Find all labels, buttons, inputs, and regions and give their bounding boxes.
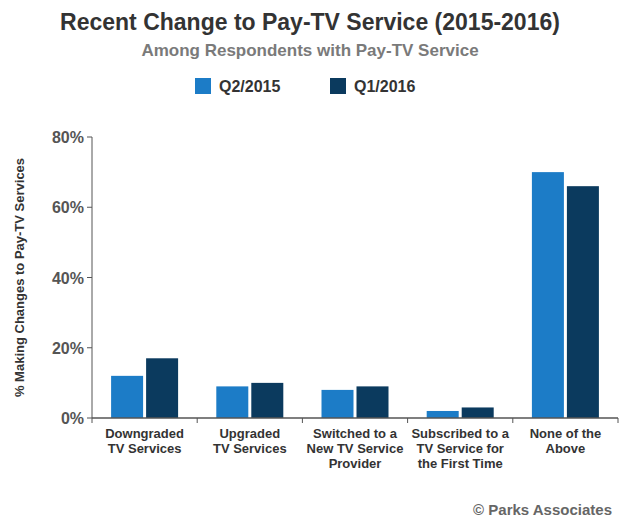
- chart: Recent Change to Pay-TV Service (2015-20…: [0, 0, 620, 525]
- x-tick-label-line: Above: [546, 441, 586, 456]
- x-tick-label-line: None of the: [530, 426, 602, 441]
- x-tick-label-line: Provider: [329, 456, 382, 471]
- y-tick-label: 60%: [52, 199, 84, 216]
- bar: [462, 407, 494, 418]
- x-tick-label-line: TV Services: [213, 441, 287, 456]
- legend-label: Q1/2016: [354, 78, 415, 95]
- legend-swatch: [195, 78, 211, 94]
- title: Recent Change to Pay-TV Service (2015-20…: [60, 9, 560, 35]
- y-tick: [87, 137, 92, 138]
- x-tick: [92, 418, 93, 423]
- y-tick-label: 20%: [52, 340, 84, 357]
- y-tick-label: 80%: [52, 129, 84, 146]
- y-tick-label: 0%: [61, 410, 84, 427]
- legend-label: Q2/2015: [219, 78, 280, 95]
- bar: [216, 386, 248, 418]
- x-tick-label: Subscribed to aTV Service forthe First T…: [411, 426, 509, 471]
- y-tick-label: 40%: [52, 270, 84, 287]
- y-tick: [87, 418, 92, 419]
- x-tick-label: UpgradedTV Services: [213, 426, 287, 456]
- y-tick: [87, 277, 92, 278]
- annotation: © Parks Associates: [473, 501, 612, 518]
- x-tick-label: DowngradedTV Services: [105, 426, 184, 456]
- bar: [146, 358, 178, 418]
- x-tick-label-line: Switched to a: [313, 426, 398, 441]
- bar: [322, 390, 354, 418]
- x-tick-label: None of theAbove: [530, 426, 602, 456]
- bars: [111, 172, 599, 418]
- x-tick: [512, 418, 513, 423]
- x-tick-label-line: New TV Service: [307, 441, 404, 456]
- x-tick: [407, 418, 408, 423]
- bar: [251, 383, 283, 418]
- x-tick-label: Switched to aNew TV ServiceProvider: [307, 426, 404, 471]
- bar: [111, 376, 143, 418]
- x-axis: [92, 417, 618, 419]
- legend-swatch: [330, 78, 346, 94]
- x-tick-label-line: Downgraded: [105, 426, 184, 441]
- y-tick: [87, 347, 92, 348]
- bar: [567, 186, 599, 418]
- x-tick: [618, 418, 619, 423]
- x-tick-label-line: the First Time: [418, 456, 503, 471]
- y-axis-label: % Making Changes to Pay-TV Services: [12, 158, 27, 397]
- bar: [427, 411, 459, 418]
- subtitle: Among Respondents with Pay-TV Service: [141, 41, 478, 60]
- x-tick-label-line: Subscribed to a: [411, 426, 509, 441]
- bar: [357, 386, 389, 418]
- bar: [532, 172, 564, 418]
- y-axis: [92, 137, 93, 418]
- x-tick-label-line: TV Service for: [416, 441, 503, 456]
- y-tick: [87, 207, 92, 208]
- x-tick: [302, 418, 303, 423]
- x-tick: [197, 418, 198, 423]
- x-tick-label-line: TV Services: [108, 441, 182, 456]
- x-tick-label-line: Upgraded: [219, 426, 280, 441]
